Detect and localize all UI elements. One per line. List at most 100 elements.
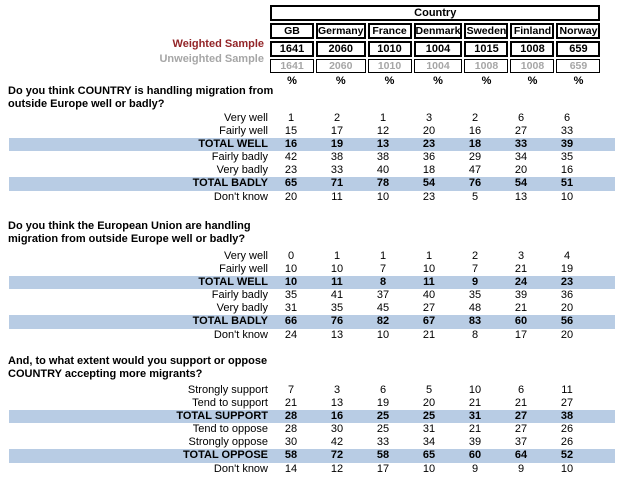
- value-cell: 42: [284, 151, 298, 164]
- weighted-value: 1008: [510, 41, 555, 57]
- value-cell: 7: [379, 263, 387, 276]
- value-cell: 40: [376, 164, 390, 177]
- value-cell: 10: [560, 462, 574, 475]
- row-label: Don't know: [213, 328, 268, 341]
- value-cell: 21: [514, 397, 528, 410]
- row-label: TOTAL SUPPORT: [176, 410, 268, 423]
- data-row: Fairly well 15 17 12 20 16 27 33: [0, 125, 618, 138]
- value-cell: 26: [560, 423, 574, 436]
- data-row: Don't know 20 11 10 23 5 13 10: [0, 191, 618, 204]
- value-cell: 10: [284, 263, 298, 276]
- value-cell: 58: [376, 449, 390, 462]
- value-cell: 54: [422, 177, 436, 190]
- data-row: Strongly support 7 3 6 5 10 6 11: [0, 384, 618, 397]
- value-cell: 19: [560, 263, 574, 276]
- row-label: Tend to support: [192, 397, 268, 410]
- value-cell: 7: [471, 263, 479, 276]
- value-cell: 6: [379, 384, 387, 396]
- value-cell: 60: [514, 315, 528, 328]
- value-cell: 21: [284, 397, 298, 410]
- value-cell: 1: [333, 250, 341, 262]
- value-cell: 35: [284, 289, 298, 302]
- value-cell: 10: [330, 263, 344, 276]
- column-header-denmark: Denmark: [413, 23, 463, 39]
- question-line: And, to what extent would you support or…: [8, 355, 268, 367]
- question-3-text: And, to what extent would you support or…: [8, 355, 438, 381]
- value-cell: 28: [284, 410, 298, 423]
- value-cell: 7: [287, 384, 295, 396]
- value-cell: 21: [514, 263, 528, 276]
- unweighted-value: 1008: [464, 59, 509, 73]
- row-label: TOTAL BADLY: [192, 315, 268, 328]
- column-header-sweden: Sweden: [464, 23, 509, 39]
- row-label: TOTAL WELL: [198, 138, 268, 151]
- value-cell: 33: [560, 125, 574, 138]
- weighted-value: 1004: [413, 41, 463, 57]
- value-cell: 38: [330, 151, 344, 164]
- value-cell: 78: [376, 177, 390, 190]
- value-cell: 8: [471, 328, 479, 341]
- value-cell: 39: [468, 436, 482, 449]
- value-cell: 16: [468, 125, 482, 138]
- unweighted-sample-row: 1641 2060 1010 1004 1008 1008 659: [270, 59, 601, 73]
- unweighted-sample-label: Unweighted Sample: [159, 53, 264, 65]
- value-cell: 10: [422, 462, 436, 475]
- value-cell: 41: [330, 289, 344, 302]
- question-3-rows: Strongly support 7 3 6 5 10 6 11 Tend to support…: [0, 384, 618, 476]
- value-cell: 27: [514, 410, 528, 423]
- value-cell: 24: [514, 276, 528, 289]
- data-row: Tend to support 21 13 19 20 21 21 27: [0, 397, 618, 410]
- value-cell: 25: [422, 410, 436, 423]
- value-cell: 13: [330, 328, 344, 341]
- value-cell: 11: [561, 384, 573, 396]
- value-cell: 19: [376, 397, 390, 410]
- value-cell: 13: [376, 138, 390, 151]
- value-cell: 47: [468, 164, 482, 177]
- unweighted-value: 1004: [413, 59, 463, 73]
- row-label: TOTAL WELL: [198, 276, 268, 289]
- value-cell: 13: [514, 190, 528, 203]
- value-cell: 16: [330, 410, 344, 423]
- value-cell: 20: [560, 328, 574, 341]
- row-label: Strongly support: [187, 384, 268, 396]
- value-cell: 13: [330, 397, 344, 410]
- total-row: TOTAL OPPOSE 58 72 58 65 60 64 52: [0, 449, 618, 463]
- value-cell: 12: [330, 462, 344, 475]
- percent-symbol: %: [384, 75, 395, 87]
- value-cell: 35: [330, 302, 344, 315]
- value-cell: 35: [468, 289, 482, 302]
- value-cell: 20: [560, 302, 574, 315]
- value-cell: 6: [517, 384, 525, 396]
- value-cell: 65: [422, 449, 436, 462]
- row-label: TOTAL OPPOSE: [183, 449, 268, 462]
- row-label: Very well: [223, 250, 268, 262]
- question-2-text: Do you think the European Union are hand…: [8, 220, 438, 246]
- total-row: TOTAL BADLY 66 76 82 67 83 60 56: [0, 315, 618, 329]
- value-cell: 52: [560, 449, 574, 462]
- data-row: Fairly badly 35 41 37 40 35 39 36: [0, 289, 618, 302]
- value-cell: 21: [514, 302, 528, 315]
- value-cell: 21: [468, 423, 482, 436]
- value-cell: 21: [422, 328, 436, 341]
- weighted-value: 1641: [270, 41, 314, 57]
- value-cell: 15: [284, 125, 298, 138]
- value-cell: 17: [514, 328, 528, 341]
- question-line: COUNTRY accepting more migrants?: [8, 368, 203, 380]
- value-cell: 18: [468, 138, 482, 151]
- value-cell: 27: [422, 302, 436, 315]
- country-group-row: Country: [270, 5, 601, 21]
- value-cell: 20: [422, 125, 436, 138]
- value-cell: 67: [422, 315, 436, 328]
- value-cell: 27: [514, 423, 528, 436]
- value-cell: 76: [468, 177, 482, 190]
- value-cell: 10: [468, 384, 482, 396]
- row-label: Very badly: [216, 164, 268, 177]
- column-header-france: France: [367, 23, 412, 39]
- value-cell: 56: [560, 315, 574, 328]
- value-cell: 12: [376, 125, 390, 138]
- value-cell: 8: [379, 276, 387, 289]
- value-cell: 6: [563, 112, 571, 124]
- value-cell: 25: [376, 423, 390, 436]
- row-label: Fairly well: [219, 125, 268, 138]
